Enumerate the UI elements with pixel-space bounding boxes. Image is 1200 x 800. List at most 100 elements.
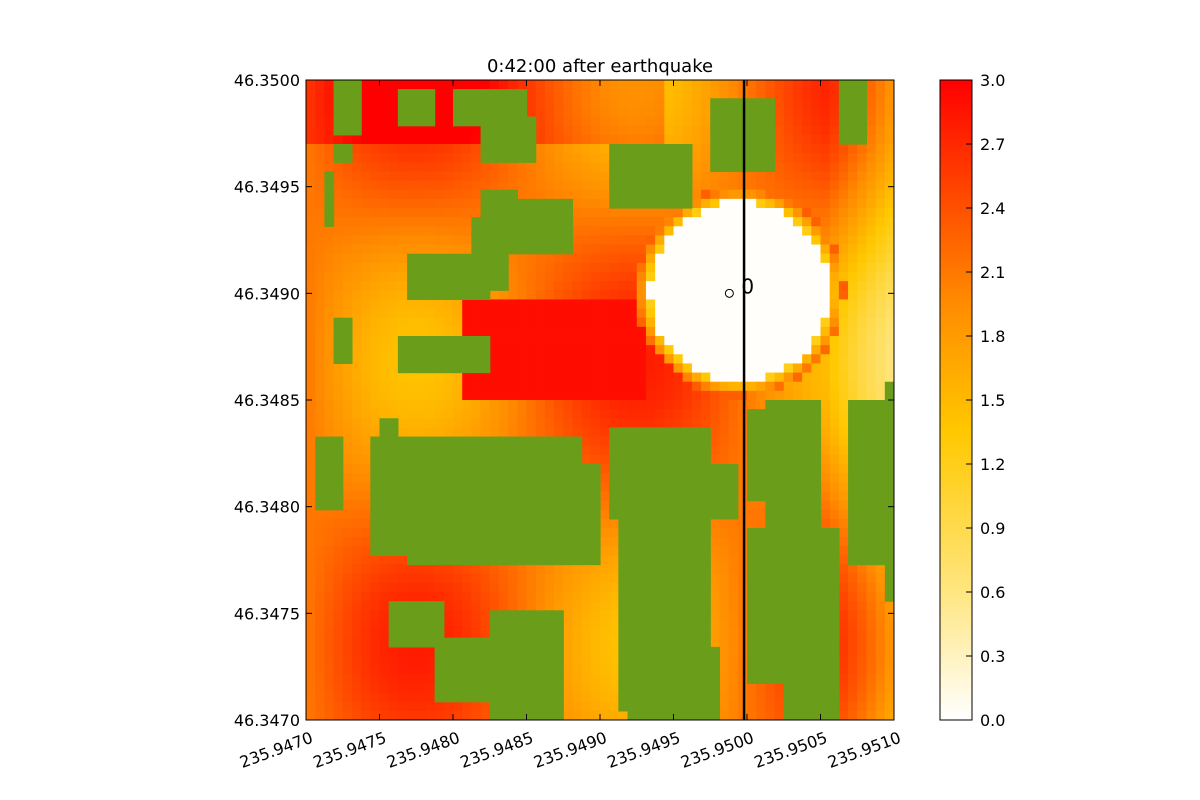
land-cell (462, 290, 472, 301)
land-cell (498, 244, 509, 255)
depth-cell (636, 290, 647, 301)
depth-cell (590, 281, 601, 291)
land-cell (434, 290, 445, 301)
depth-cell (627, 262, 638, 273)
depth-cell (379, 317, 390, 328)
depth-cell (397, 208, 408, 218)
depth-cell (572, 89, 583, 99)
depth-cell (627, 409, 638, 419)
depth-cell (563, 409, 574, 419)
depth-cell (315, 610, 325, 621)
depth-cell (471, 381, 482, 392)
depth-cell (554, 153, 564, 163)
depth-cell (370, 363, 381, 374)
depth-cell (838, 710, 849, 720)
land-cell (407, 345, 417, 355)
depth-cell (682, 308, 693, 319)
depth-cell (728, 564, 739, 575)
depth-cell (866, 354, 877, 365)
depth-cell (370, 646, 381, 657)
depth-cell (820, 262, 831, 273)
depth-cell (342, 253, 353, 264)
depth-cell (645, 98, 656, 109)
depth-cell (866, 363, 877, 374)
land-cell (508, 116, 518, 127)
depth-cell (609, 299, 619, 310)
depth-cell (857, 363, 868, 374)
depth-cell (333, 308, 344, 319)
depth-cell (471, 134, 482, 145)
depth-cell (388, 564, 399, 575)
depth-cell (370, 80, 381, 90)
depth-cell (351, 171, 362, 182)
depth-cell (434, 326, 445, 337)
depth-cell (361, 628, 371, 639)
depth-cell (370, 171, 381, 182)
depth-cell (563, 646, 574, 657)
depth-cell (306, 381, 316, 392)
depth-cell (701, 381, 711, 392)
depth-cell (351, 281, 362, 291)
depth-cell (719, 528, 730, 538)
depth-cell (581, 665, 592, 675)
land-cell (728, 162, 739, 173)
land-cell (517, 144, 528, 154)
depth-cell (453, 400, 463, 410)
depth-cell (370, 555, 381, 566)
depth-cell (774, 235, 785, 246)
depth-cell (581, 390, 592, 401)
depth-cell (875, 153, 886, 163)
depth-cell (792, 226, 803, 237)
depth-cell (351, 537, 362, 547)
depth-cell (443, 564, 454, 575)
depth-cell (765, 226, 776, 237)
depth-cell (581, 134, 592, 145)
depth-cell (618, 308, 629, 319)
depth-cell (682, 290, 693, 301)
depth-cell (517, 354, 528, 365)
depth-cell (600, 198, 610, 209)
depth-cell (554, 592, 564, 602)
land-cell (747, 144, 757, 154)
depth-cell (618, 363, 629, 374)
land-cell (737, 144, 748, 154)
depth-cell (802, 89, 812, 99)
depth-cell (701, 144, 711, 154)
depth-cell (388, 134, 399, 145)
depth-cell (590, 226, 601, 237)
depth-cell (324, 326, 335, 337)
depth-cell (866, 116, 877, 127)
depth-cell (489, 427, 500, 438)
depth-cell (600, 253, 610, 264)
depth-cell (719, 692, 730, 703)
depth-cell (324, 619, 335, 630)
depth-cell (811, 144, 822, 154)
depth-cell (875, 619, 886, 630)
depth-cell (682, 116, 693, 127)
land-cell (563, 208, 574, 218)
depth-cell (783, 107, 794, 118)
land-cell (526, 198, 537, 209)
depth-cell (434, 107, 445, 118)
land-cell (701, 427, 711, 438)
depth-cell (829, 253, 840, 264)
depth-cell (737, 381, 748, 392)
depth-cell (802, 272, 812, 282)
land-cell (342, 336, 353, 346)
depth-cell (737, 235, 748, 246)
land-cell (407, 116, 417, 127)
depth-cell (600, 180, 610, 191)
depth-cell (361, 253, 371, 264)
depth-cell (554, 345, 564, 355)
depth-cell (535, 290, 546, 301)
depth-cell (324, 116, 335, 127)
land-cell (489, 217, 500, 227)
depth-cell (535, 601, 546, 611)
depth-cell (737, 345, 748, 355)
land-cell (498, 253, 509, 264)
land-cell (397, 436, 408, 447)
depth-cell (600, 308, 610, 319)
land-cell (609, 153, 619, 163)
depth-cell (682, 326, 693, 337)
depth-cell (857, 162, 868, 173)
